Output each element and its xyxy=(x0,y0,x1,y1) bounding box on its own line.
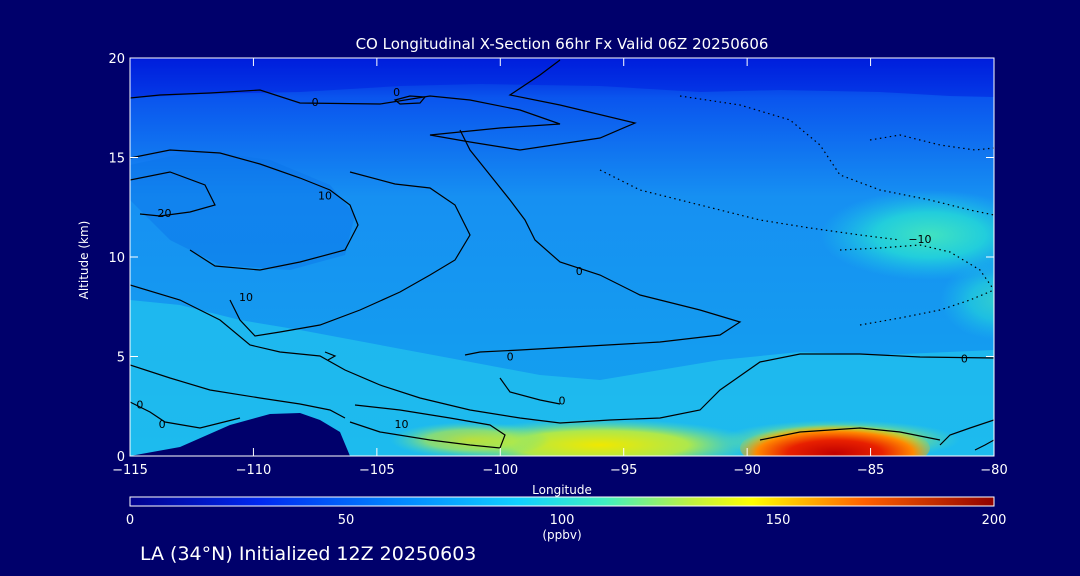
chart-title: CO Longitudinal X-Section 66hr Fx Valid … xyxy=(355,35,769,53)
contour-label: 0 xyxy=(961,352,968,365)
x-tick-label: −100 xyxy=(482,463,518,478)
y-axis: 0 5 10 15 20 xyxy=(108,52,994,465)
footer-caption: LA (34°N) Initialized 12Z 20250603 xyxy=(140,543,477,565)
y-tick-label: 0 xyxy=(117,450,125,465)
x-tick-label: −90 xyxy=(733,463,760,478)
contour-label: 0 xyxy=(576,265,583,278)
x-tick-label: −105 xyxy=(359,463,395,478)
y-tick-label: 10 xyxy=(108,251,125,266)
y-tick-label: 15 xyxy=(108,152,125,167)
contour-label: 0 xyxy=(136,398,143,411)
colorbar-tick-label: 100 xyxy=(550,513,575,528)
y-tick-label: 20 xyxy=(108,52,125,67)
colorbar-ticks: 0 50 100 150 200 xyxy=(126,513,1007,528)
x-tick-label: −80 xyxy=(980,463,1007,478)
x-tick-label: −95 xyxy=(610,463,637,478)
x-axis: −115 −110 −105 −100 −95 −90 −85 −80 xyxy=(112,58,1008,478)
contour-label: 0 xyxy=(312,96,319,109)
contour-label: −10 xyxy=(908,233,931,246)
y-tick-label: 5 xyxy=(117,351,125,366)
x-tick-label: −110 xyxy=(236,463,272,478)
contour-lines xyxy=(130,59,994,451)
x-tick-label: −85 xyxy=(857,463,884,478)
contour-label: 0 xyxy=(159,418,166,431)
y-axis-label: Altitude (km) xyxy=(77,220,91,300)
colorbar-tick-label: 150 xyxy=(766,513,791,528)
contour-label: 0 xyxy=(393,86,400,99)
contour-label: 10 xyxy=(239,291,253,304)
contour-label: 20 xyxy=(158,207,172,220)
x-tick-label: −115 xyxy=(112,463,148,478)
colorbar-units: (ppbv) xyxy=(542,528,582,542)
contour-label: 0 xyxy=(559,394,566,407)
negative-contour-lines xyxy=(599,95,994,326)
contour-labels: 20 10 10 0 0 0 0 0 10 0 0 −10 0 xyxy=(136,86,968,431)
contour-label: 10 xyxy=(318,189,332,202)
contour-label: 10 xyxy=(395,418,409,431)
concentration-field xyxy=(130,58,994,456)
colorbar-tick-label: 50 xyxy=(338,513,355,528)
colorbar xyxy=(129,496,995,507)
colorbar-tick-label: 0 xyxy=(126,513,134,528)
colorbar-tick-label: 200 xyxy=(982,513,1007,528)
contour-label: 0 xyxy=(507,351,514,364)
x-axis-label: Longitude xyxy=(532,483,592,497)
